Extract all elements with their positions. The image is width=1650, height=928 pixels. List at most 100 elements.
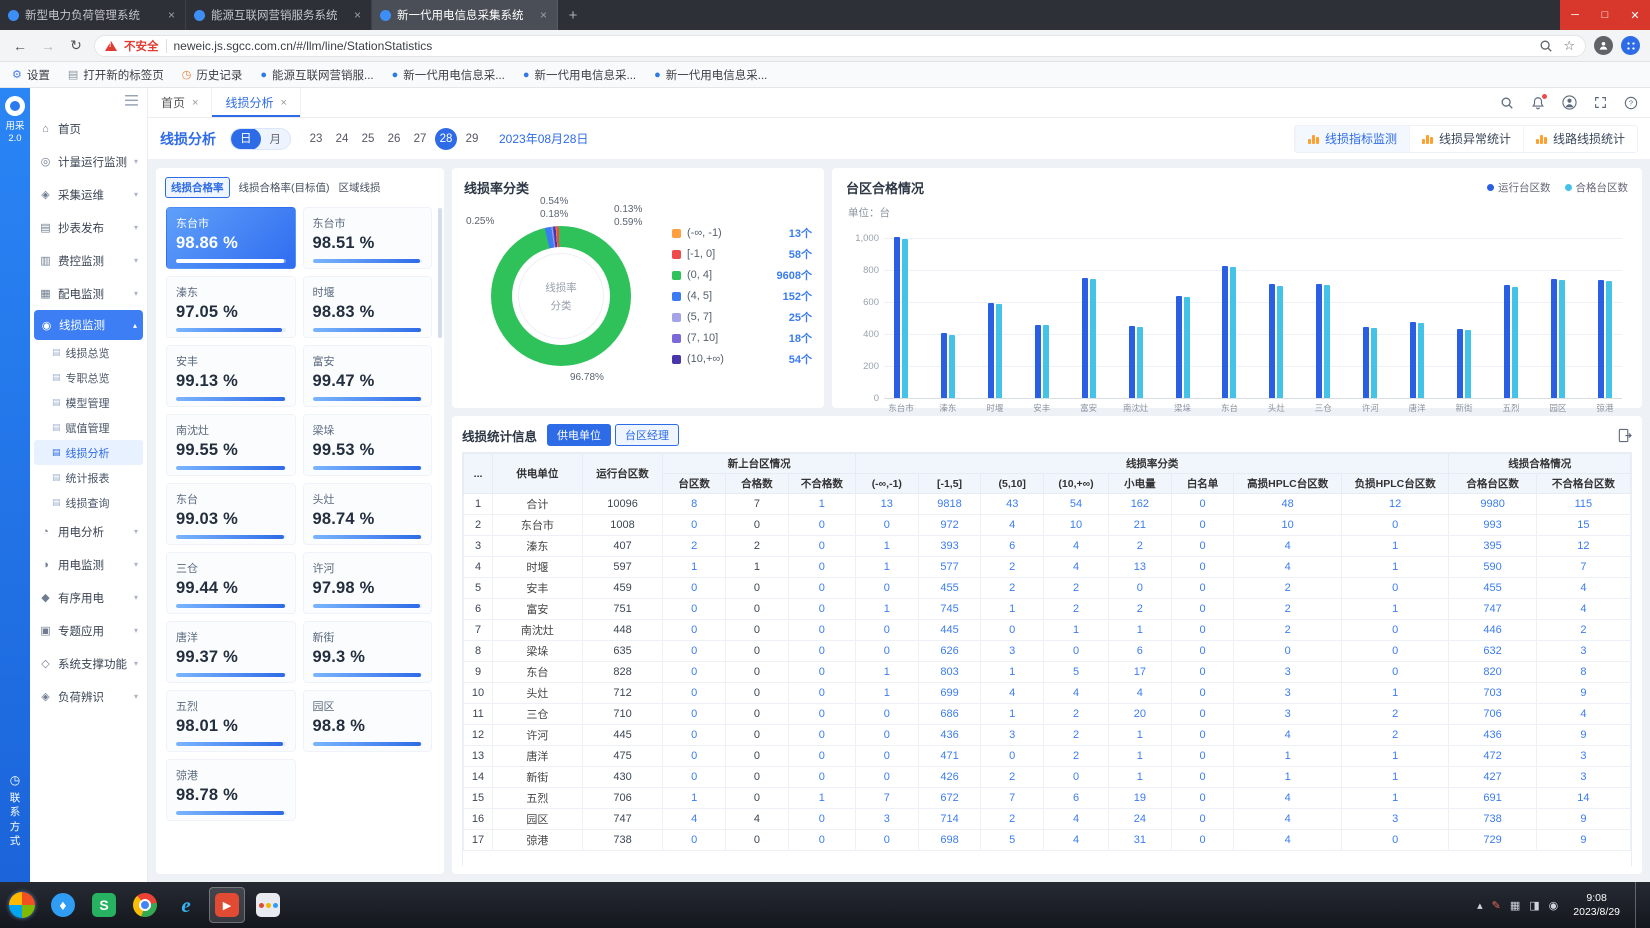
value-link-cell[interactable]: 1: [1234, 746, 1342, 767]
value-link-cell[interactable]: 7: [1536, 557, 1630, 578]
tray-volume-icon[interactable]: ◉: [1549, 899, 1559, 912]
value-link-cell[interactable]: 2: [981, 767, 1044, 788]
value-link-cell[interactable]: 672: [918, 788, 981, 809]
rate-card[interactable]: 三仓99.44 %: [166, 552, 296, 614]
value-link-cell[interactable]: 1: [981, 599, 1044, 620]
value-link-cell[interactable]: 2: [1044, 725, 1109, 746]
value-link-cell[interactable]: 2: [1044, 578, 1109, 599]
rate-card[interactable]: 唐洋99.37 %: [166, 621, 296, 683]
value-link-cell[interactable]: 0: [1171, 704, 1234, 725]
donut-legend-item[interactable]: (-∞, -1)13个: [672, 225, 812, 241]
rate-card[interactable]: 梁垛99.53 %: [303, 414, 433, 476]
table-row[interactable]: 6富安75100017451220217474: [464, 599, 1631, 620]
value-link-cell[interactable]: 2: [663, 536, 726, 557]
value-link-cell[interactable]: 3: [1341, 809, 1449, 830]
value-link-cell[interactable]: 745: [918, 599, 981, 620]
value-link-cell[interactable]: 426: [918, 767, 981, 788]
bookmark-item[interactable]: ●新一代用电信息采...: [523, 67, 636, 83]
value-link-cell[interactable]: 0: [1341, 662, 1449, 683]
value-link-cell[interactable]: 395: [1449, 536, 1536, 557]
tab-close-icon[interactable]: ×: [192, 97, 198, 109]
sidebar-item[interactable]: ◇系统支撑功能▾: [30, 647, 147, 680]
value-link-cell[interactable]: 9: [1536, 809, 1630, 830]
close-button[interactable]: ✕: [1620, 0, 1650, 30]
value-link-cell[interactable]: 2: [1109, 536, 1172, 557]
value-link-cell[interactable]: 24: [1109, 809, 1172, 830]
value-link-cell[interactable]: 0: [663, 515, 726, 536]
table-row[interactable]: 3溱东407220139364204139512: [464, 536, 1631, 557]
star-icon[interactable]: ☆: [1563, 38, 1575, 54]
value-link-cell[interactable]: 4: [1109, 683, 1172, 704]
rate-card[interactable]: 园区98.8 %: [303, 690, 433, 752]
value-link-cell[interactable]: 3: [855, 809, 918, 830]
value-link-cell[interactable]: 0: [1171, 557, 1234, 578]
value-link-cell[interactable]: 590: [1449, 557, 1536, 578]
rate-card[interactable]: 许河97.98 %: [303, 552, 433, 614]
value-link-cell[interactable]: 1: [788, 494, 855, 515]
value-link-cell[interactable]: 1: [663, 788, 726, 809]
value-link-cell[interactable]: 0: [1171, 725, 1234, 746]
rate-card[interactable]: 东台99.03 %: [166, 483, 296, 545]
value-link-cell[interactable]: 12: [1536, 536, 1630, 557]
value-link-cell[interactable]: 1: [855, 557, 918, 578]
value-link-cell[interactable]: 393: [918, 536, 981, 557]
value-link-cell[interactable]: 0: [663, 683, 726, 704]
date-chip[interactable]: 29: [461, 128, 483, 150]
value-link-cell[interactable]: 6: [1109, 641, 1172, 662]
table-row[interactable]: 13唐洋47500004710210114723: [464, 746, 1631, 767]
tab-close-icon[interactable]: ×: [538, 8, 549, 22]
value-link-cell[interactable]: 4: [1044, 536, 1109, 557]
value-link-cell[interactable]: 1: [855, 536, 918, 557]
rate-panel-tab[interactable]: 线损合格率(目标值): [239, 180, 330, 195]
table-row[interactable]: 9东台828000180315170308208: [464, 662, 1631, 683]
table-row[interactable]: 15五烈7061017672761904169114: [464, 788, 1631, 809]
value-link-cell[interactable]: 1: [1109, 767, 1172, 788]
value-link-cell[interactable]: 0: [663, 620, 726, 641]
value-link-cell[interactable]: 8: [1536, 662, 1630, 683]
value-link-cell[interactable]: 446: [1449, 620, 1536, 641]
value-link-cell[interactable]: 2: [1234, 620, 1342, 641]
value-link-cell[interactable]: 1: [1109, 620, 1172, 641]
browser-tab[interactable]: 新一代用电信息采集系统×: [372, 0, 558, 30]
value-link-cell[interactable]: 6: [1044, 788, 1109, 809]
minimize-button[interactable]: ─: [1560, 0, 1590, 30]
sidebar-item[interactable]: ◔用电分析▾: [30, 515, 147, 548]
date-chip[interactable]: 27: [409, 128, 431, 150]
value-link-cell[interactable]: 1: [1109, 746, 1172, 767]
value-link-cell[interactable]: 455: [918, 578, 981, 599]
cards-scrollbar[interactable]: [438, 208, 442, 338]
value-link-cell[interactable]: 626: [918, 641, 981, 662]
value-link-cell[interactable]: 4: [1044, 830, 1109, 851]
value-link-cell[interactable]: 0: [1171, 683, 1234, 704]
table-row[interactable]: 17弶港738000069854310407299: [464, 830, 1631, 851]
value-link-cell[interactable]: 1: [1341, 557, 1449, 578]
help-icon[interactable]: ?: [1624, 96, 1638, 110]
value-link-cell[interactable]: 0: [1341, 620, 1449, 641]
value-link-cell[interactable]: 13: [1109, 557, 1172, 578]
value-link-cell[interactable]: 4: [1044, 683, 1109, 704]
value-link-cell[interactable]: 0: [1171, 662, 1234, 683]
tray-ime-icon[interactable]: ▦: [1510, 899, 1520, 912]
value-link-cell[interactable]: 703: [1449, 683, 1536, 704]
table-row[interactable]: 12许河44500004363210424369: [464, 725, 1631, 746]
value-link-cell[interactable]: 4: [1234, 809, 1342, 830]
value-link-cell[interactable]: 0: [788, 641, 855, 662]
tray-pen-icon[interactable]: ✎: [1492, 899, 1501, 912]
value-link-cell[interactable]: 4: [1536, 599, 1630, 620]
value-link-cell[interactable]: 2: [1341, 725, 1449, 746]
value-link-cell[interactable]: 0: [1044, 767, 1109, 788]
value-link-cell[interactable]: 0: [788, 599, 855, 620]
value-link-cell[interactable]: 5: [981, 830, 1044, 851]
value-link-cell[interactable]: 0: [663, 830, 726, 851]
value-link-cell[interactable]: 4: [1234, 725, 1342, 746]
tray-network-icon[interactable]: ◨: [1529, 899, 1539, 912]
value-link-cell[interactable]: 10: [1234, 515, 1342, 536]
value-link-cell[interactable]: 0: [663, 599, 726, 620]
chrome-icon[interactable]: [127, 887, 163, 923]
value-link-cell[interactable]: 2: [1234, 599, 1342, 620]
value-link-cell[interactable]: 0: [1171, 830, 1234, 851]
value-link-cell[interactable]: 436: [1449, 725, 1536, 746]
fullscreen-icon[interactable]: [1594, 96, 1607, 109]
sidebar-collapse-icon[interactable]: [125, 95, 138, 106]
date-chip[interactable]: 24: [331, 128, 353, 150]
